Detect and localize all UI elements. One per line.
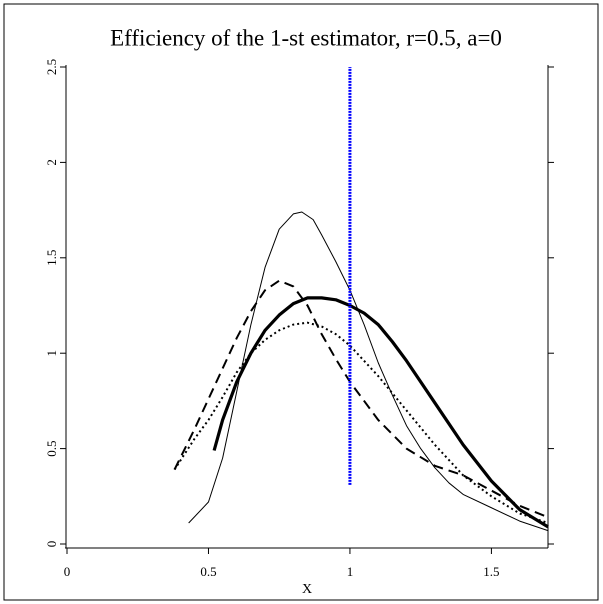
frame	[3, 3, 599, 601]
y-tick-label: 2	[44, 159, 59, 166]
x-tick-label: 1	[347, 564, 354, 579]
line-series	[188, 211, 549, 532]
y-tick-label: 0.5	[44, 440, 59, 456]
line-series	[212, 296, 549, 529]
x-tick-label: 1.5	[483, 564, 499, 579]
line-series	[173, 279, 549, 519]
line-series	[173, 321, 549, 524]
y-tick-label: 1.5	[44, 250, 59, 266]
x-axis-label: X	[302, 582, 312, 597]
x-tick-label: 0.5	[200, 564, 216, 579]
x-tick-label: 0	[64, 564, 71, 579]
y-tick-label: 2.5	[44, 59, 59, 75]
chart-title: Efficiency of the 1-st estimator, r=0.5,…	[110, 25, 502, 50]
y-tick-label: 1	[44, 350, 59, 357]
y-tick-label: 0	[44, 541, 59, 548]
